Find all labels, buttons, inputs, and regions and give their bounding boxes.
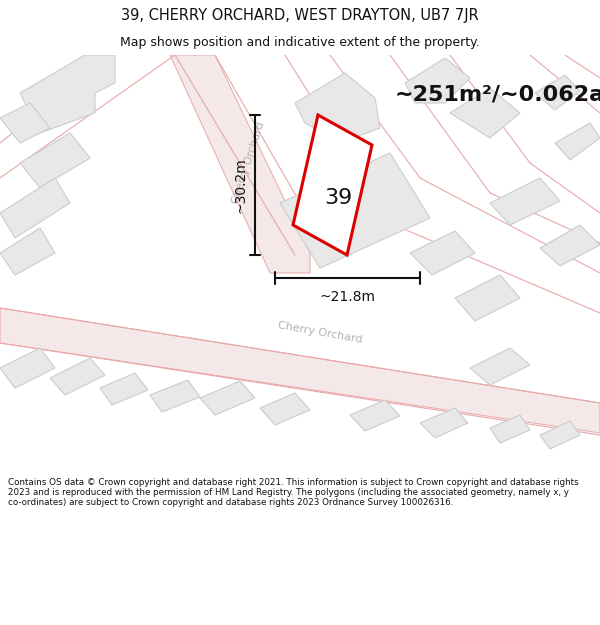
Polygon shape: [20, 133, 90, 188]
Polygon shape: [293, 115, 372, 255]
Text: ~30.2m: ~30.2m: [233, 157, 247, 213]
Polygon shape: [200, 381, 255, 415]
Polygon shape: [0, 103, 50, 143]
Polygon shape: [540, 225, 600, 266]
Polygon shape: [405, 58, 470, 103]
Text: Contains OS data © Crown copyright and database right 2021. This information is : Contains OS data © Crown copyright and d…: [8, 478, 578, 508]
Text: ~251m²/~0.062ac.: ~251m²/~0.062ac.: [395, 85, 600, 105]
Polygon shape: [280, 153, 430, 268]
Polygon shape: [150, 380, 200, 412]
Polygon shape: [20, 55, 115, 133]
Text: Cherry Orchard: Cherry Orchard: [277, 321, 363, 346]
Text: 39, CHERRY ORCHARD, WEST DRAYTON, UB7 7JR: 39, CHERRY ORCHARD, WEST DRAYTON, UB7 7J…: [121, 8, 479, 23]
Polygon shape: [410, 231, 475, 275]
Polygon shape: [490, 178, 560, 225]
Polygon shape: [450, 88, 520, 138]
Polygon shape: [260, 393, 310, 425]
Polygon shape: [100, 373, 148, 405]
Text: 39: 39: [324, 188, 352, 208]
Polygon shape: [50, 358, 105, 395]
Polygon shape: [0, 178, 70, 238]
Text: Map shows position and indicative extent of the property.: Map shows position and indicative extent…: [120, 36, 480, 49]
Polygon shape: [540, 421, 580, 449]
Polygon shape: [295, 73, 380, 143]
Polygon shape: [490, 415, 530, 443]
Polygon shape: [555, 123, 600, 160]
Polygon shape: [0, 348, 55, 388]
Polygon shape: [0, 308, 600, 433]
Polygon shape: [455, 275, 520, 321]
Text: Cherry Orchard: Cherry Orchard: [230, 121, 266, 205]
Polygon shape: [470, 348, 530, 385]
Polygon shape: [420, 408, 468, 438]
Polygon shape: [170, 55, 310, 273]
Text: ~21.8m: ~21.8m: [320, 290, 376, 304]
Polygon shape: [0, 228, 55, 275]
Polygon shape: [535, 75, 580, 110]
Polygon shape: [350, 400, 400, 431]
